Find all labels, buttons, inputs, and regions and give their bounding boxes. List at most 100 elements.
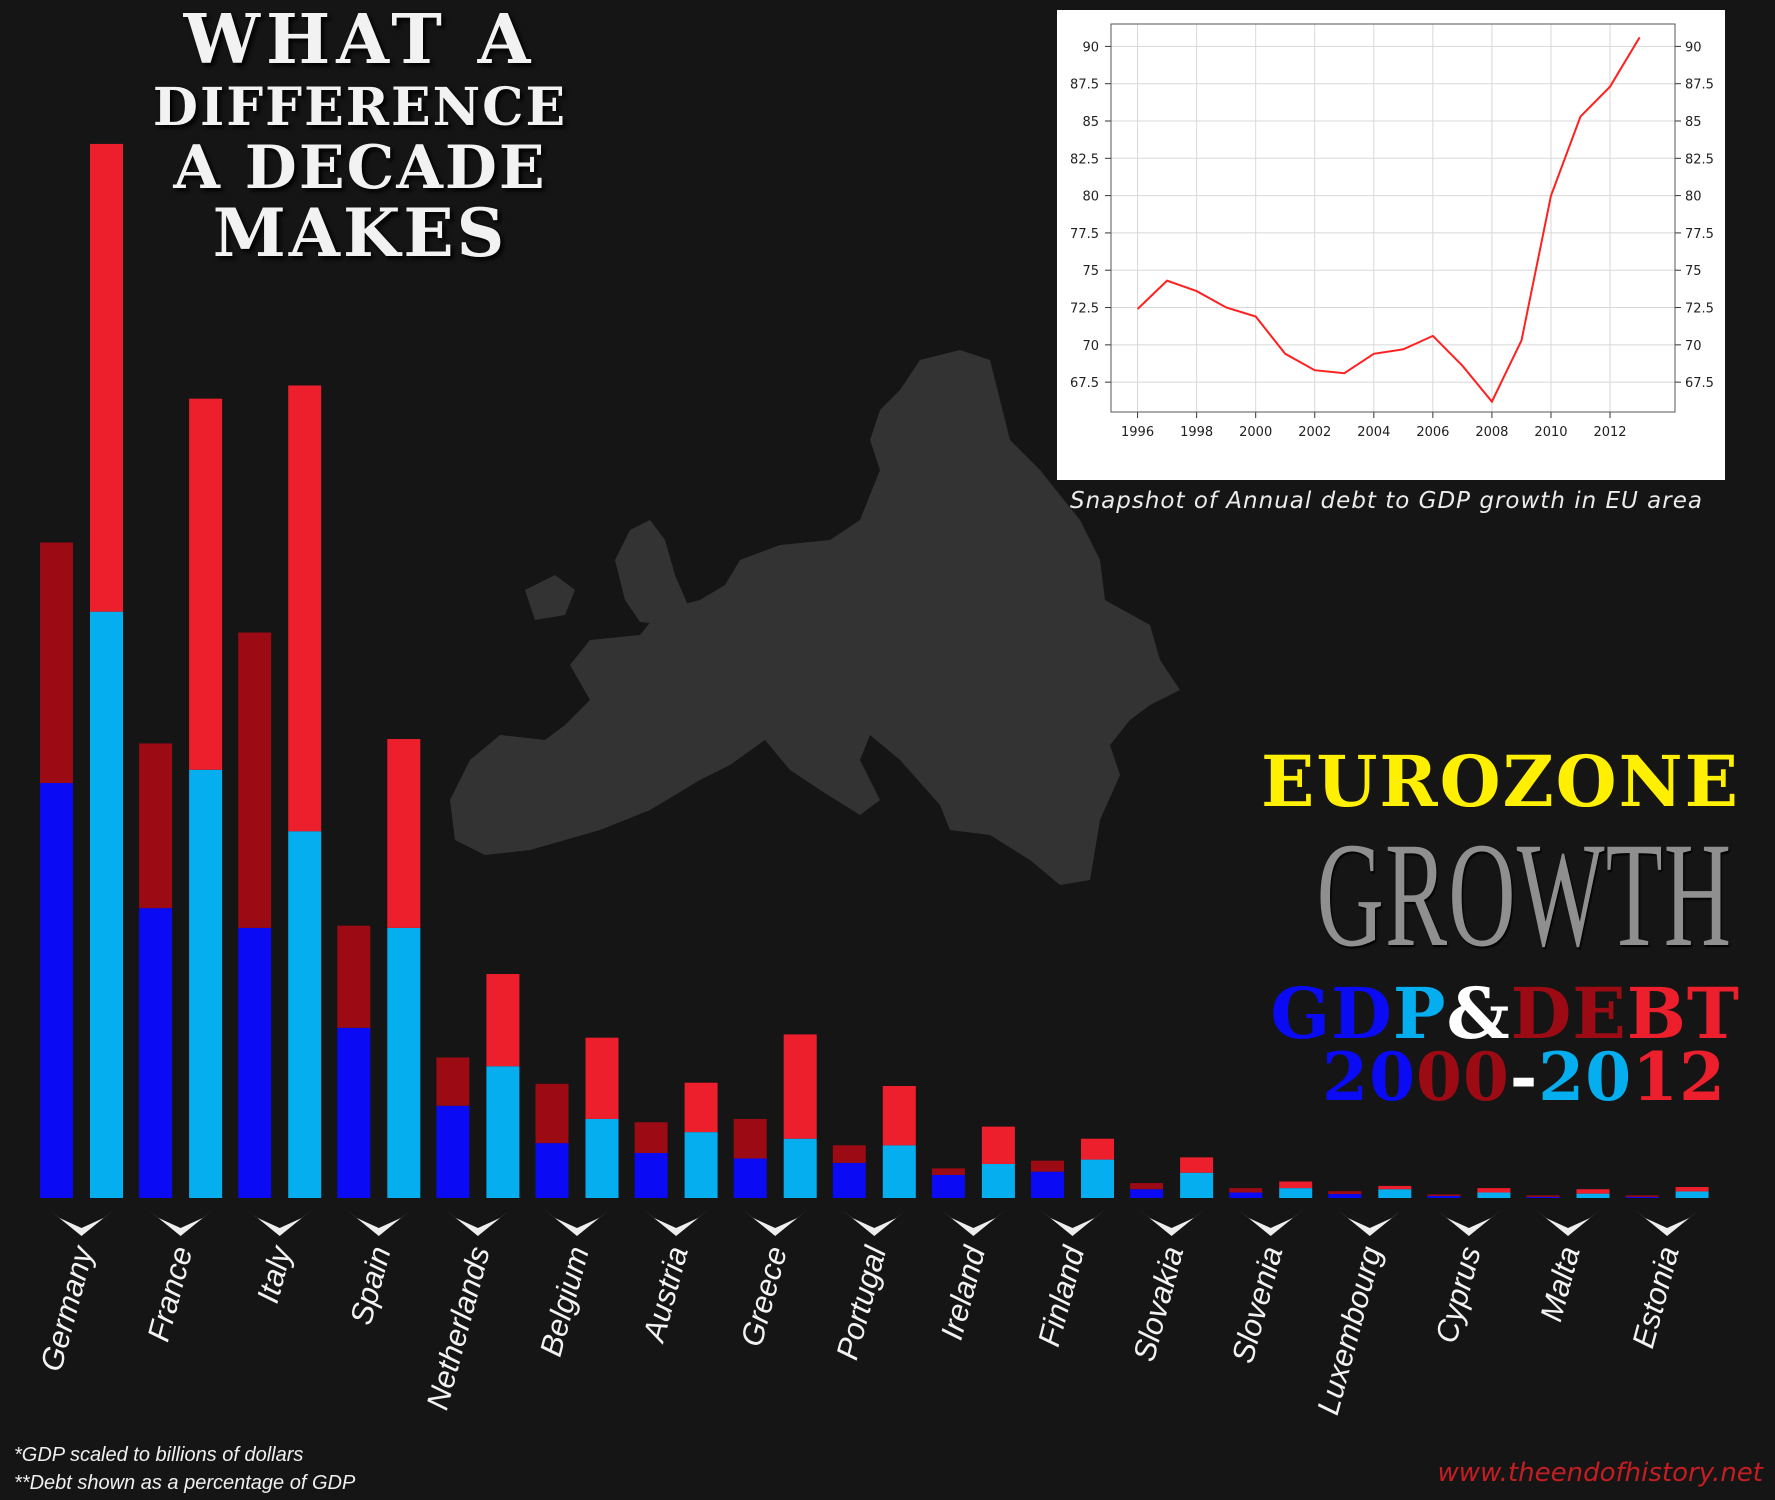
inset-y-tick-label-left: 85	[1082, 115, 1099, 130]
inset-x-tick-label: 2006	[1416, 425, 1449, 440]
inset-caption: Snapshot of Annual debt to GDP growth in…	[1070, 488, 1703, 514]
inset-debt-line-chart: 1996 1998 2000 2002 2004 2006 2008 2010 2012 67.5…	[1057, 10, 1725, 480]
legend-growth: GROWTH	[1316, 812, 1732, 978]
headline-line-2: DIFFERENCE	[152, 77, 568, 138]
bar-gdp-2012-austria	[684, 1132, 718, 1198]
bar-debt-2000-estonia	[1625, 1195, 1659, 1197]
bar-gdp-2000-estonia	[1625, 1196, 1659, 1198]
bar-debt-2012-slovakia	[1180, 1157, 1214, 1173]
inset-x-tick-label: 1996	[1121, 425, 1154, 440]
x-tick-label-cyprus: Cyprus	[1428, 1243, 1487, 1347]
bar-gdp-2012-portugal	[882, 1145, 916, 1198]
x-tick-label-italy: Italy	[250, 1240, 299, 1306]
bar-debt-2000-cyprus	[1427, 1194, 1461, 1197]
inset-x-tick-label: 2008	[1475, 425, 1508, 440]
inset-plot-frame	[1110, 23, 1676, 413]
bar-debt-2000-france	[139, 743, 173, 909]
inset-series-line	[1136, 36, 1641, 404]
bar-gdp-2000-ireland	[931, 1174, 965, 1198]
bar-debt-2012-austria	[684, 1082, 718, 1133]
bar-debt-2012-luxembourg	[1378, 1185, 1412, 1190]
europe-map-silhouette	[450, 350, 1180, 885]
bar-gdp-2000-austria	[634, 1152, 668, 1198]
inset-y-tick-label-left: 70	[1082, 339, 1099, 354]
bar-debt-2000-austria	[634, 1122, 668, 1153]
chevron-down-icon	[346, 1210, 411, 1236]
x-tick-label-netherlands: Netherlands	[420, 1243, 497, 1414]
bar-debt-2012-slovenia	[1279, 1181, 1313, 1189]
bar-gdp-2012-belgium	[585, 1118, 619, 1198]
bar-debt-2000-finland	[1031, 1160, 1064, 1172]
bar-gdp-2012-germany	[90, 611, 123, 1198]
bar-debt-2000-greece	[733, 1118, 767, 1159]
bar-gdp-2000-slovenia	[1229, 1192, 1263, 1198]
bar-gdp-2012-slovakia	[1180, 1172, 1214, 1198]
inset-y-tick-label-left: 72.5	[1070, 302, 1099, 317]
x-tick-label-estonia: Estonia	[1625, 1243, 1686, 1352]
bar-debt-2000-spain	[337, 925, 371, 1028]
legend-ampersand: &	[1446, 972, 1511, 1055]
inset-y-tick-label-right: 80	[1685, 190, 1702, 205]
bar-gdp-2012-spain	[387, 927, 421, 1198]
bar-debt-2000-germany	[40, 542, 73, 783]
chevron-down-icon	[445, 1210, 510, 1236]
bar-debt-2012-italy	[288, 385, 322, 832]
bar-gdp-2012-cyprus	[1477, 1192, 1511, 1198]
bar-gdp-2012-malta	[1576, 1193, 1610, 1198]
bar-debt-2012-cyprus	[1477, 1188, 1511, 1193]
x-tick-label-belgium: Belgium	[533, 1243, 596, 1360]
inset-x-tick-label: 2012	[1593, 425, 1626, 440]
legend-debt-2000: DE	[1510, 972, 1627, 1055]
bar-gdp-2000-belgium	[535, 1143, 569, 1198]
chevron-down-icon	[743, 1210, 808, 1236]
x-tick-label-malta: Malta	[1533, 1243, 1586, 1325]
inset-y-tick-label-right: 67.5	[1685, 376, 1714, 391]
x-tick-label-finland: Finland	[1031, 1241, 1092, 1350]
chevron-down-icon	[247, 1210, 312, 1236]
legend-year-2000-c: 00	[1416, 1038, 1510, 1116]
bar-gdp-2000-italy	[238, 927, 272, 1198]
inset-y-tick-label-left: 77.5	[1070, 227, 1099, 242]
bar-debt-2000-malta	[1526, 1195, 1560, 1197]
chevron-down-icon	[644, 1210, 709, 1236]
bar-debt-2012-netherlands	[486, 974, 520, 1067]
bar-debt-2012-malta	[1576, 1189, 1610, 1194]
legend-years: 2000-2012	[1322, 1038, 1726, 1116]
chevron-down-icon	[1139, 1210, 1204, 1236]
inset-y-tick-label-right: 90	[1685, 40, 1702, 55]
bar-gdp-2000-greece	[733, 1158, 767, 1198]
credit-url: www.theendofhistory.net	[1437, 1458, 1763, 1488]
bar-gdp-2000-malta	[1526, 1196, 1560, 1198]
x-tick-label-austria: Austria	[636, 1243, 695, 1347]
inset-y-tick-label-left: 80	[1082, 190, 1099, 205]
x-tick-label-france: France	[141, 1243, 200, 1345]
bar-debt-2012-greece	[783, 1034, 817, 1139]
headline-line-4: MAKES	[212, 194, 508, 272]
bar-debt-2000-belgium	[535, 1083, 569, 1144]
legend-year-2012-b: 12	[1632, 1038, 1726, 1116]
inset-y-tick-label-right: 72.5	[1685, 302, 1714, 317]
x-tick-label-luxembourg: Luxembourg	[1310, 1243, 1388, 1419]
legend-gdp-2012: P	[1392, 972, 1447, 1055]
bar-debt-2012-spain	[387, 739, 421, 928]
chevron-down-icon	[1436, 1210, 1501, 1236]
x-tick-label-germany: Germany	[33, 1240, 100, 1375]
inset-y-tick-label-left: 67.5	[1070, 376, 1099, 391]
inset-x-tick-label: 2004	[1357, 425, 1390, 440]
inset-y-tick-label-left: 82.5	[1070, 152, 1099, 167]
bar-gdp-2012-netherlands	[486, 1066, 520, 1198]
inset-x-tick-label: 1998	[1180, 425, 1213, 440]
bar-gdp-2000-netherlands	[436, 1105, 470, 1198]
bar-debt-2000-netherlands	[436, 1057, 470, 1106]
chevron-down-icon	[148, 1210, 213, 1236]
bar-debt-2012-belgium	[585, 1037, 619, 1119]
legend-year-2000-a: 2	[1322, 1038, 1370, 1116]
bar-gdp-2000-finland	[1031, 1171, 1064, 1198]
bar-debt-2000-luxembourg	[1328, 1191, 1362, 1195]
inset-y-tick-label-right: 77.5	[1685, 227, 1714, 242]
bar-debt-2012-finland	[1081, 1138, 1114, 1160]
inset-y-tick-label-right: 70	[1685, 339, 1702, 354]
inset-x-tick-label: 2000	[1239, 425, 1272, 440]
chevron-down-icon	[842, 1210, 907, 1236]
